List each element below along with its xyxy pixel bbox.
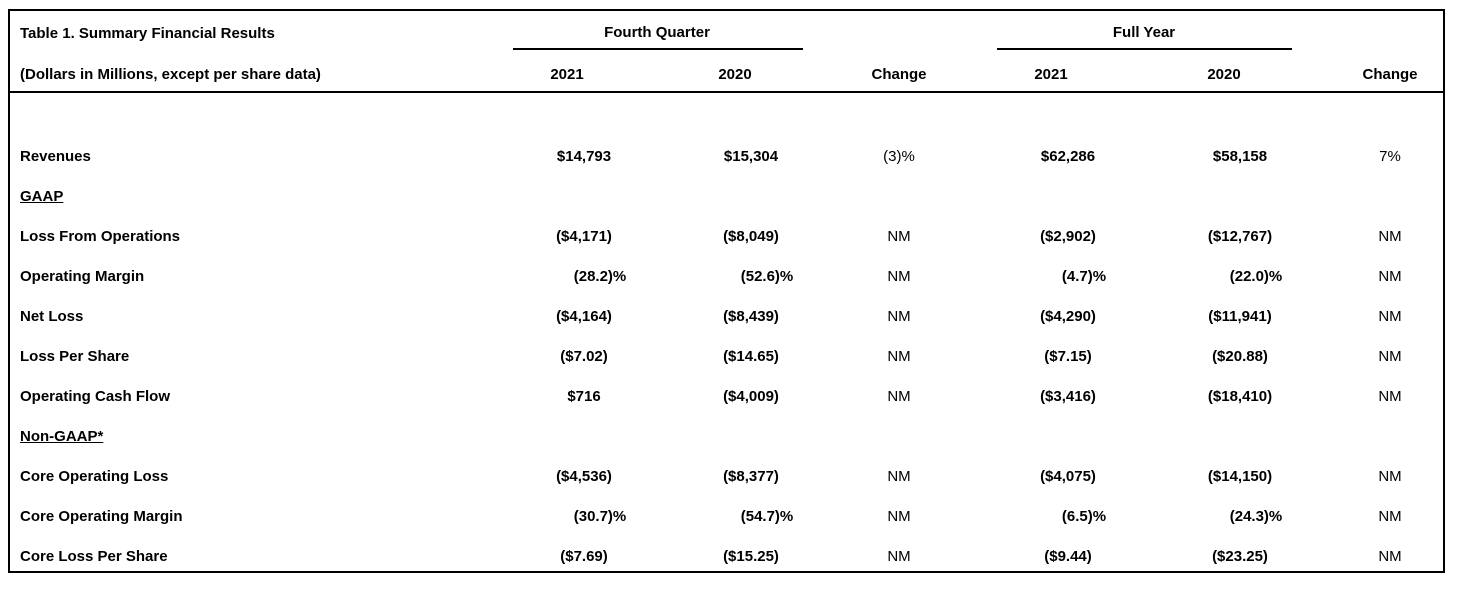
header-divider: [8, 91, 1445, 93]
table-cell: ($4,009): [723, 388, 779, 405]
table-cell: (24.3)%: [1229, 508, 1283, 525]
row-label: Loss Per Share: [20, 348, 130, 365]
column-header-fy-2021: 2021: [1034, 66, 1068, 83]
table-cell: ($12,767): [1207, 228, 1273, 245]
table-cell: NM: [1378, 308, 1402, 325]
column-header-q4-2020: 2020: [718, 66, 752, 83]
table-cell: ($8,049): [723, 228, 779, 245]
table-cell: ($4,290): [1040, 308, 1096, 325]
table-cell: (22.0)%: [1229, 268, 1283, 285]
table-cell: (28.2)%: [573, 268, 627, 285]
table-cell: (3)%: [883, 148, 915, 165]
table-cell: ($2,902): [1040, 228, 1096, 245]
table-cell: $14,793: [556, 148, 612, 165]
table-cell: ($20.88): [1212, 348, 1268, 365]
table-cell: ($15.25): [723, 548, 779, 565]
row-label: Core Operating Loss: [20, 468, 169, 485]
table-cell: ($7.15): [1044, 348, 1092, 365]
table-cell: $62,286: [1040, 148, 1096, 165]
table-cell: ($7.69): [560, 548, 608, 565]
section-heading: GAAP: [20, 188, 64, 205]
table-cell: NM: [887, 388, 911, 405]
table-cell: NM: [887, 348, 911, 365]
table-cell: NM: [887, 228, 911, 245]
column-header-fy-2020: 2020: [1207, 66, 1241, 83]
table-cell: ($4,164): [556, 308, 612, 325]
table-cell: $15,304: [723, 148, 779, 165]
row-label: Revenues: [20, 148, 91, 165]
section-heading: Non-GAAP*: [20, 428, 104, 445]
table-cell: ($8,439): [723, 308, 779, 325]
table-cell: 7%: [1379, 148, 1401, 165]
row-label: Operating Cash Flow: [20, 388, 171, 405]
column-header-fy-change: Change: [1362, 66, 1418, 83]
row-label: Loss From Operations: [20, 228, 181, 245]
table-cell: ($11,941): [1208, 308, 1272, 325]
table-cell: (30.7)%: [573, 508, 627, 525]
table-title: Table 1. Summary Financial Results: [20, 25, 275, 42]
table-cell: NM: [1378, 468, 1402, 485]
table-cell: $58,158: [1212, 148, 1268, 165]
table-subtitle: (Dollars in Millions, except per share d…: [20, 66, 321, 83]
table-cell: ($14,150): [1207, 468, 1273, 485]
table-cell: NM: [1378, 268, 1402, 285]
column-header-q4-change: Change: [871, 66, 927, 83]
table-cell: NM: [1378, 228, 1402, 245]
column-header-q4-2021: 2021: [550, 66, 584, 83]
row-label: Core Operating Margin: [20, 508, 183, 525]
table-cell: ($4,075): [1040, 468, 1096, 485]
row-label: Net Loss: [20, 308, 84, 325]
table-cell: NM: [887, 548, 911, 565]
group-header-full-year: Full Year: [1112, 24, 1176, 41]
table-cell: ($4,171): [556, 228, 612, 245]
table-cell: NM: [1378, 348, 1402, 365]
table-cell: NM: [887, 308, 911, 325]
group-header-fourth-quarter: Fourth Quarter: [604, 24, 710, 41]
table-cell: ($3,416): [1040, 388, 1096, 405]
group-underline-fourth-quarter: [513, 48, 803, 50]
table-cell: (52.6)%: [740, 268, 794, 285]
table-cell: (6.5)%: [1061, 508, 1107, 525]
group-underline-full-year: [997, 48, 1292, 50]
table-cell: ($23.25): [1212, 548, 1268, 565]
table-cell: ($18,410): [1207, 388, 1273, 405]
financial-results-table: [8, 9, 1445, 573]
table-cell: NM: [1378, 548, 1402, 565]
table-cell: ($7.02): [560, 348, 608, 365]
row-label: Operating Margin: [20, 268, 145, 285]
table-cell: ($8,377): [723, 468, 779, 485]
table-cell: (54.7)%: [740, 508, 794, 525]
row-label: Core Loss Per Share: [20, 548, 168, 565]
table-cell: ($4,536): [556, 468, 612, 485]
table-cell: NM: [887, 508, 911, 525]
table-cell: NM: [1378, 388, 1402, 405]
table-cell: NM: [887, 468, 911, 485]
table-cell: ($14.65): [723, 348, 779, 365]
table-cell: NM: [1378, 508, 1402, 525]
table-cell: $716: [567, 388, 601, 405]
table-cell: NM: [887, 268, 911, 285]
table-cell: ($9.44): [1044, 548, 1092, 565]
table-cell: (4.7)%: [1061, 268, 1107, 285]
